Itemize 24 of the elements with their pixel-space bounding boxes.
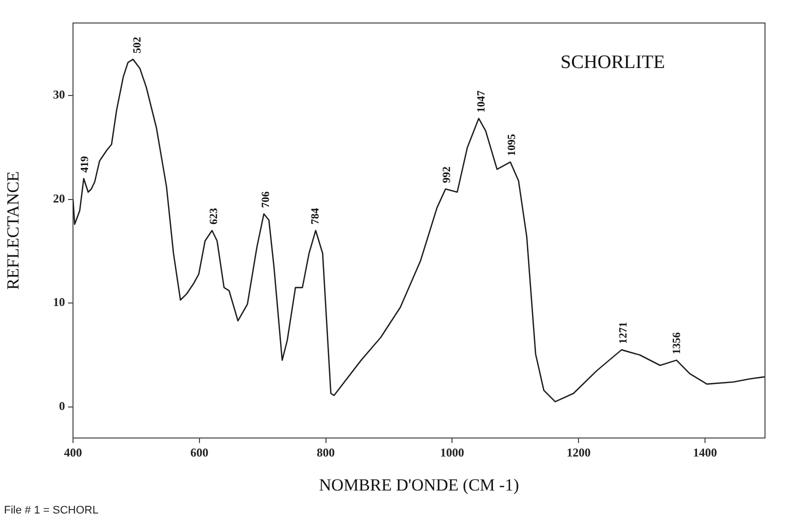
y-tick-label: 30: [53, 88, 65, 102]
x-tick-label: 1400: [692, 445, 717, 460]
annotation: 1271: [617, 322, 630, 344]
annotation: 419: [78, 156, 91, 173]
annotation: 1356: [671, 332, 683, 354]
x-tick-label: 800: [316, 445, 335, 460]
y-axis-title: REFLECTANCE: [4, 171, 23, 290]
annotation: 992: [440, 166, 453, 183]
x-tick-label: 1200: [566, 445, 591, 460]
annotation: 1047: [476, 90, 488, 112]
y-tick-label: 0: [59, 398, 65, 413]
x-tick-label: 400: [64, 445, 82, 460]
annotation: 784: [310, 208, 322, 224]
text: SCHORLITE: [560, 52, 666, 73]
annotation: 623: [208, 208, 220, 224]
x-tick-label: 600: [190, 445, 208, 460]
y-tick-label: 10: [53, 295, 65, 310]
annotation: 706: [260, 190, 272, 208]
x-axis-title: NOMBRE D'ONDE (CM -1): [319, 475, 519, 494]
text: File # 1 = SCHORL: [4, 504, 98, 517]
y-tick-label: 20: [53, 191, 65, 206]
x-tick-label: 1000: [440, 445, 464, 460]
annotation: 502: [131, 36, 144, 54]
annotation: 1095: [506, 134, 518, 156]
